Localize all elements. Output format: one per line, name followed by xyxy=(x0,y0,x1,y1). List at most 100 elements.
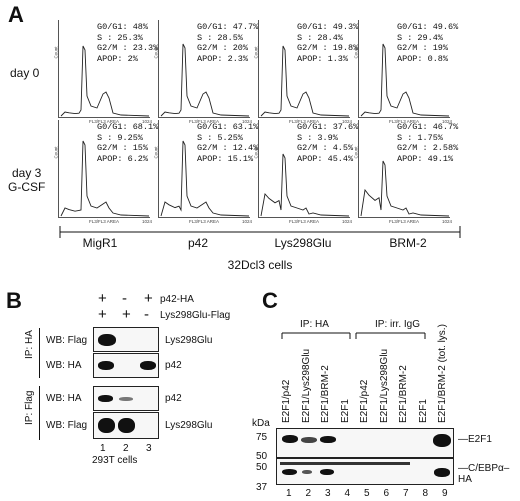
x-axis-end-label: 1024 xyxy=(241,119,252,124)
stat-line: APOP: 0.8% xyxy=(397,53,449,64)
blot-b2 xyxy=(93,353,159,378)
stat-line: S : 3.9% xyxy=(297,132,338,143)
band xyxy=(98,361,114,370)
column-label-p42: p42 xyxy=(187,236,209,250)
stat-line: APOP: 6.2% xyxy=(97,153,149,164)
pm-2-3: - xyxy=(144,306,149,323)
lane-label-c: E2F1/BRM-2 (tot. lys.) xyxy=(437,324,448,423)
lane-label-c: E2F1/p42 xyxy=(359,379,370,423)
panel-b-letter: B xyxy=(6,288,22,313)
histogram-trace xyxy=(160,140,250,217)
histogram-line xyxy=(60,45,150,117)
stat-line: S : 25.3% xyxy=(97,32,143,43)
stat-line: G0/G1: 68.1% xyxy=(97,122,159,132)
band-label-b4: Lys298Glu xyxy=(165,420,213,431)
ip-irr-label-c: IP: irr. IgG xyxy=(375,319,421,330)
e2f1-label: E2F1 xyxy=(468,434,492,445)
band-label-b3: p42 xyxy=(165,393,182,404)
stat-line: S : 9.25% xyxy=(97,132,143,143)
blot-b4 xyxy=(93,412,159,439)
stat-line: G2/M : 4.5% xyxy=(297,143,354,153)
histogram-line xyxy=(260,45,350,117)
wb-flag-1: WB: Flag xyxy=(46,335,88,346)
kda-label: kDa xyxy=(252,418,270,429)
stat-line: G2/M : 12.4% xyxy=(197,143,259,153)
stat-line: APOP: 1.3% xyxy=(297,53,349,64)
lane-number-c: 9 xyxy=(442,488,448,499)
ip-ha-bracket xyxy=(39,328,40,378)
x-axis-label: FL3/FL3 AREA xyxy=(289,119,320,124)
cell-cycle-stats: G0/G1: 63.1% S : 5.25% G2/M : 12.4% APOP: 1… xyxy=(197,122,258,164)
x-axis-end-label: 1024 xyxy=(441,219,452,224)
band xyxy=(320,469,334,475)
marker-50a: 50 xyxy=(256,451,268,462)
x-axis-end-label: 1024 xyxy=(141,119,152,124)
cebpa-band-label: —C/EBPα–HA xyxy=(458,463,510,485)
column-label-brm2: BRM-2 xyxy=(389,236,427,250)
band-label-b2: p42 xyxy=(165,360,182,371)
stat-line: G0/G1: 49.6% xyxy=(397,22,459,32)
x-axis-label: FL3/FL3 AREA xyxy=(189,119,220,124)
stat-line: APOP: 2% xyxy=(97,53,138,64)
band-label-b1: Lys298Glu xyxy=(165,335,213,346)
cell-cycle-stats: G0/G1: 49.6% S : 29.4% G2/M : 19% APOP: 0.8… xyxy=(397,22,458,64)
stat-line: S : 28.5% xyxy=(197,32,243,43)
lane-number-c: 6 xyxy=(383,488,390,499)
x-axis-label: FL3/FL3 AREA xyxy=(89,119,120,124)
x-axis-label: FL3/FL3 AREA xyxy=(189,219,220,224)
blot-b3 xyxy=(93,386,159,411)
band xyxy=(434,468,450,477)
stat-line: S : 5.25% xyxy=(197,132,243,143)
histogram-line xyxy=(160,43,250,117)
stat-line: G2/M : 2.58% xyxy=(397,143,459,153)
stat-line: G2/M : 23.3% xyxy=(97,43,159,53)
histogram-trace xyxy=(260,45,350,117)
histogram-day0-1: G0/G1: 48% S : 25.3% G2/M : 23.3% APOP: 2% C… xyxy=(54,20,158,124)
cell-cycle-stats: G0/G1: 49.3% S : 28.4% G2/M : 19.8% APOP: 1… xyxy=(297,22,358,64)
stat-line: G0/G1: 48% xyxy=(97,22,149,32)
stat-line: G0/G1: 47.7% xyxy=(197,22,259,32)
cell-cycle-stats: G0/G1: 48% S : 25.3% G2/M : 23.3% APOP: 2% xyxy=(97,22,158,64)
pm-1-3: + xyxy=(144,290,153,307)
band xyxy=(302,470,312,474)
band xyxy=(119,397,133,401)
band xyxy=(320,436,336,443)
lane-label-c: E2F1/Lys298Glu xyxy=(300,348,312,423)
stat-line: APOP: 49.1% xyxy=(397,153,454,164)
row-label-day0: day 0 xyxy=(10,66,40,80)
pm-2-2: + xyxy=(122,306,131,323)
lane-number-c: 2 xyxy=(305,488,312,499)
band xyxy=(433,434,451,447)
histogram-line xyxy=(60,140,150,217)
pm-1-1: + xyxy=(98,290,107,307)
stat-line: APOP: 2.3% xyxy=(197,53,249,64)
panel-a-letter: A xyxy=(8,2,24,27)
stat-line: S : 1.75% xyxy=(397,132,443,143)
stat-line: G2/M : 15% xyxy=(97,143,149,153)
stat-line: G0/G1: 49.3% xyxy=(297,22,359,32)
band xyxy=(98,334,116,346)
blot-c-top xyxy=(276,428,454,458)
histogram-day0-3: G0/G1: 49.3% S : 28.4% G2/M : 19.8% APOP: 1… xyxy=(254,20,358,124)
cell-cycle-stats: G0/G1: 46.7% S : 1.75% G2/M : 2.58% APOP: 4… xyxy=(397,122,458,164)
cell-cycle-stats: G0/G1: 47.7% S : 28.5% G2/M : 20% APOP: 2.3… xyxy=(197,22,258,64)
stat-line: S : 29.4% xyxy=(397,32,443,43)
lane-label-c: E2F1/Lys298Glu xyxy=(378,348,390,423)
wb-ha-2: WB: HA xyxy=(46,393,82,404)
x-axis-end-label: 1024 xyxy=(341,119,352,124)
p42-ha-label: p42-HA xyxy=(160,294,194,305)
wb-ha-1: WB: HA xyxy=(46,360,82,371)
cells-label: 32Dcl3 cells xyxy=(227,258,293,272)
stat-line: G2/M : 19.8% xyxy=(297,43,359,53)
histogram-trace xyxy=(60,140,150,217)
ip-flag-bracket xyxy=(39,386,40,440)
histogram-line xyxy=(360,160,450,217)
stat-line: G0/G1: 37.6% xyxy=(297,122,359,132)
histogram-trace xyxy=(60,45,150,117)
marker-37: 37 xyxy=(256,482,268,493)
e2f1-band-label: —E2F1 xyxy=(458,434,492,445)
band xyxy=(118,418,135,433)
columns-bracket xyxy=(59,226,461,238)
cell-cycle-stats: G0/G1: 37.6% S : 3.9% G2/M : 4.5% APOP: 45.… xyxy=(297,122,358,164)
histogram-line xyxy=(260,153,350,217)
